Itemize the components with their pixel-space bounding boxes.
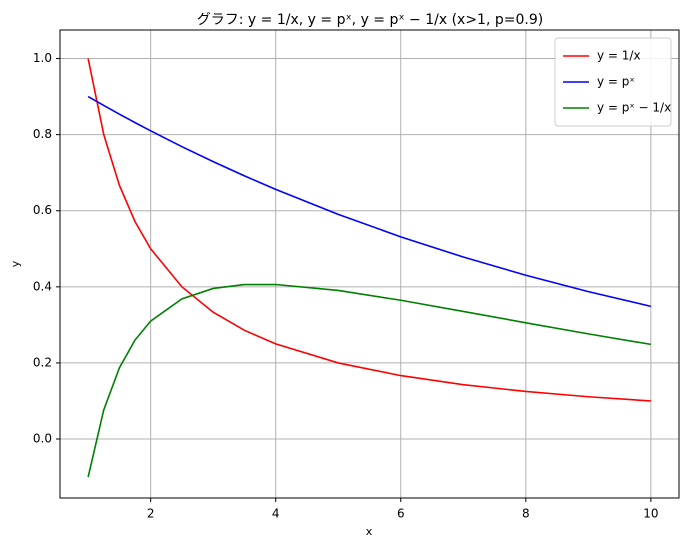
line-series <box>87 95 652 308</box>
chart-title: グラフ: y = 1/x, y = pˣ, y = pˣ − 1/x (x>1,… <box>197 12 543 28</box>
y-tick-label: 0.4 <box>33 279 52 293</box>
y-tick-label: 0.2 <box>33 355 52 369</box>
x-tick-label: 6 <box>397 507 405 521</box>
legend-box <box>554 37 672 127</box>
legend-label: y = 1/x <box>597 49 641 63</box>
legend-label: y = pˣ <box>597 75 635 89</box>
y-axis-label: y <box>9 260 22 267</box>
line-series <box>87 58 651 402</box>
legend-label: y = pˣ − 1/x <box>597 101 671 115</box>
x-tick-label: 2 <box>147 507 155 521</box>
x-tick-label: 4 <box>272 507 280 521</box>
x-tick-label: 8 <box>522 507 530 521</box>
y-tick-label: 0.6 <box>33 203 52 217</box>
y-tick-label: 1.0 <box>33 51 52 65</box>
y-tick-label: 0.0 <box>33 432 52 446</box>
x-axis-label: x <box>366 525 373 538</box>
line-series <box>87 283 651 478</box>
x-tick-label: 10 <box>643 507 658 521</box>
plot-frame <box>59 29 680 499</box>
y-tick-label: 0.8 <box>33 127 52 141</box>
